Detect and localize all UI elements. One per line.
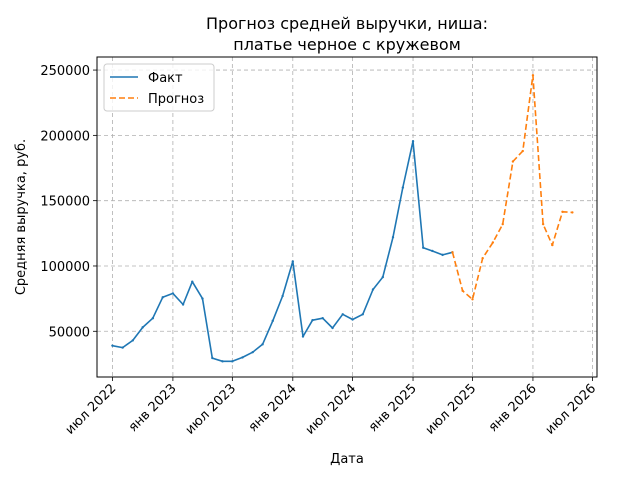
- data-point: [491, 241, 495, 244]
- data-point: [251, 350, 254, 354]
- data-point: [351, 318, 354, 321]
- data-point: [311, 318, 314, 322]
- data-point: [271, 319, 274, 323]
- data-point: [331, 326, 334, 330]
- data-point: [451, 251, 454, 254]
- data-point: [501, 222, 504, 226]
- data-point: [411, 140, 415, 143]
- chart-title-line-1: Прогноз средней выручки, ниша:: [206, 14, 488, 33]
- chart-title-line-2: платье черное с кружевом: [233, 35, 461, 54]
- data-point: [481, 256, 484, 260]
- data-point: [121, 346, 124, 349]
- y-axis-label: Средняя выручка, руб.: [14, 139, 29, 295]
- data-point: [511, 160, 515, 163]
- data-point: [141, 326, 144, 329]
- data-point: [241, 356, 244, 359]
- y-tick-label: 200000: [40, 129, 90, 144]
- y-tick-label: 100000: [40, 260, 90, 275]
- data-point: [111, 344, 114, 347]
- data-point: [211, 356, 214, 360]
- data-point: [171, 292, 175, 295]
- legend-box: [103, 63, 215, 112]
- legend-label-fact: Факт: [148, 71, 183, 86]
- fact-line: [112, 140, 453, 363]
- data-point: [531, 74, 535, 77]
- data-point: [471, 298, 474, 301]
- data-point: [551, 243, 554, 247]
- data-point: [131, 339, 135, 342]
- x-tick-label: июл 2022: [63, 381, 120, 438]
- grid: [97, 57, 597, 377]
- plot-frame: [96, 56, 598, 378]
- series-fact: [111, 140, 454, 363]
- data-point: [291, 260, 294, 263]
- data-point: [422, 246, 425, 249]
- x-tick-label: янв 2024: [246, 381, 300, 435]
- x-tick-label: июл 2023: [183, 381, 240, 438]
- data-point: [181, 303, 185, 306]
- data-point: [541, 222, 545, 226]
- data-point: [341, 313, 344, 316]
- y-tick-label: 250000: [40, 64, 90, 79]
- data-point: [391, 236, 395, 239]
- data-point: [201, 297, 204, 300]
- x-tick-label: янв 2026: [486, 381, 540, 435]
- x-axis: июл 2022 янв 2023 июл 2023 янв 2024 июл 2024…: [63, 377, 599, 438]
- x-tick-label: июл 2026: [543, 381, 600, 438]
- series-forecast: [451, 74, 574, 301]
- x-tick-label: янв 2025: [366, 381, 420, 435]
- legend-label-forecast: Прогноз: [148, 92, 204, 107]
- y-axis: 50000 100000 150000 200000 250000: [40, 64, 97, 340]
- legend: Факт Прогноз: [103, 63, 215, 112]
- data-point: [221, 360, 224, 363]
- data-point: [191, 280, 194, 283]
- data-point: [571, 211, 574, 214]
- x-tick-label: июл 2025: [423, 381, 480, 438]
- data-point: [381, 275, 385, 279]
- y-tick-label: 50000: [49, 325, 90, 340]
- data-point: [431, 249, 434, 253]
- x-tick-label: янв 2023: [126, 381, 180, 435]
- data-point: [521, 149, 524, 153]
- x-axis-label: Дата: [330, 452, 364, 467]
- data-point: [261, 343, 264, 346]
- data-point: [151, 317, 155, 320]
- data-point: [231, 360, 234, 363]
- data-point: [281, 294, 284, 298]
- data-point: [321, 317, 324, 320]
- data-point: [371, 288, 375, 291]
- data-point: [361, 313, 364, 316]
- data-point: [461, 289, 464, 292]
- data-point: [441, 253, 444, 257]
- y-tick-label: 150000: [40, 195, 90, 210]
- series-layer: [111, 74, 574, 363]
- data-point: [561, 210, 564, 213]
- data-point: [301, 335, 305, 338]
- x-tick-label: июл 2024: [303, 381, 360, 438]
- data-point: [401, 186, 405, 189]
- data-point: [161, 296, 164, 299]
